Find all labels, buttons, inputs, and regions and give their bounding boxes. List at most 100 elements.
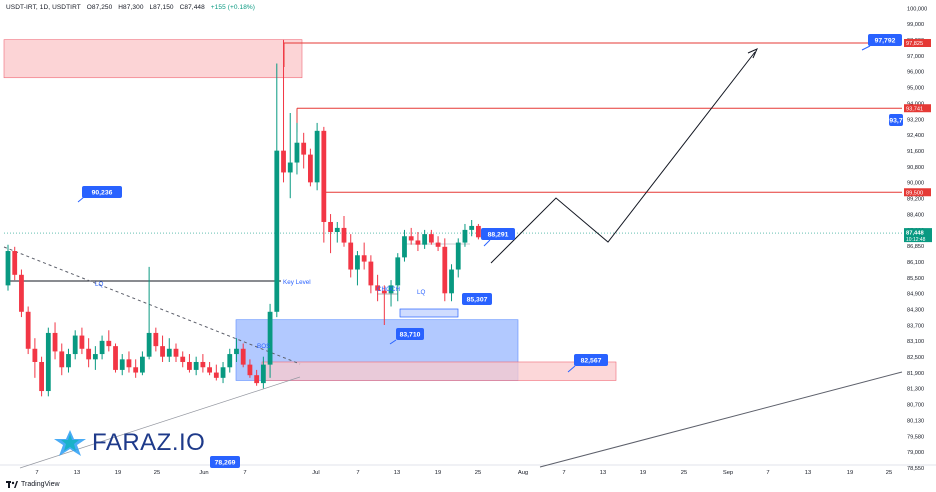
- candle-body-47: [321, 130, 327, 222]
- candle-body-26: [180, 356, 186, 362]
- candle-body-1: [12, 251, 18, 275]
- candle-body-18: [126, 359, 132, 368]
- countdown-label: 10:12:48: [906, 237, 926, 243]
- price-tick-81,900: 81,900: [907, 371, 924, 377]
- time-tick-7: 7: [356, 470, 359, 476]
- ascending-trendline-left: [19, 376, 301, 469]
- candle-body-67: [455, 242, 461, 270]
- price-tick-84,900: 84,900: [907, 292, 924, 298]
- price-tick-88,400: 88,400: [907, 212, 924, 218]
- label-85,307: 85,307: [467, 297, 488, 304]
- price-badge-97,792: 97,825: [906, 41, 923, 47]
- label-82,567: 82,567: [581, 358, 602, 365]
- candle-body-21: [146, 332, 152, 357]
- pointer-82567: [567, 365, 576, 373]
- label-93,7: 93,7: [889, 118, 902, 125]
- label-box-78,269: [210, 456, 240, 468]
- candle-body-57: [388, 285, 394, 294]
- label-88,291: 88,291: [488, 232, 509, 239]
- candle-body-65: [442, 246, 448, 294]
- annotation-choch: CHOCH: [377, 286, 401, 293]
- supply-zone-0: [3, 39, 303, 79]
- price-tick-100,000: 100,000: [907, 6, 927, 12]
- candle-body-42: [287, 162, 293, 173]
- candle-body-13: [92, 354, 98, 360]
- candle-body-34: [234, 348, 239, 355]
- projection-arrowhead: [747, 48, 758, 59]
- projection-path: [490, 51, 756, 264]
- ohlc-low: L87,150: [149, 4, 174, 11]
- candle-body-46: [314, 130, 320, 183]
- price-tick-86,100: 86,100: [907, 260, 924, 266]
- faraz-logo: FARAZ.IO: [52, 428, 205, 458]
- candle-body-23: [160, 346, 165, 357]
- pointer-88291: [483, 239, 491, 247]
- candle-body-5: [39, 361, 44, 392]
- candle-body-48: [328, 221, 333, 233]
- time-tick-5: 7: [243, 470, 246, 476]
- tradingview-icon: [6, 481, 18, 488]
- candle-body-8: [59, 351, 65, 368]
- tradingview-credit[interactable]: TradingView: [6, 481, 60, 488]
- price-badge-93,741: 93,741: [906, 106, 923, 112]
- candle-body-50: [341, 227, 347, 243]
- price-tick-89,200: 89,200: [907, 197, 924, 203]
- candle-body-43: [294, 142, 300, 163]
- pointer-90236: [77, 196, 85, 203]
- candle-body-41: [281, 150, 286, 173]
- candle-body-29: [200, 361, 206, 368]
- time-tick-12: 7: [562, 470, 565, 476]
- ohlc-open: O87,250: [86, 4, 113, 11]
- label-box-85,307: [462, 293, 492, 305]
- price-tick-81,300: 81,300: [907, 387, 924, 393]
- candle-body-56: [381, 290, 387, 294]
- candle-body-33: [227, 354, 233, 368]
- price-tick-96,000: 96,000: [907, 70, 924, 76]
- candle-body-22: [153, 332, 159, 347]
- time-tick-11: Aug: [518, 470, 528, 476]
- annotation-key-level: Key Level: [283, 279, 311, 286]
- candle-body-51: [348, 242, 354, 270]
- time-tick-9: 19: [435, 470, 441, 476]
- label-78,269: 78,269: [215, 460, 236, 467]
- candle-body-11: [79, 335, 85, 349]
- candle-body-9: [66, 354, 71, 368]
- price-badge-89,500: 89,500: [906, 190, 923, 196]
- annotation-lq: LQ: [95, 281, 104, 288]
- price-badge-box-93,741: [904, 104, 931, 113]
- candle-body-44: [301, 142, 307, 155]
- candle-body-32: [220, 367, 226, 378]
- time-tick-17: 7: [766, 470, 769, 476]
- label-box-82,567: [574, 354, 608, 366]
- candle-body-63: [428, 234, 434, 243]
- candle-body-10: [72, 335, 78, 355]
- pointer-97792: [861, 45, 871, 51]
- time-tick-19: 19: [847, 470, 853, 476]
- current-price-label: 87,448: [906, 231, 925, 237]
- candle-body-17: [119, 359, 125, 370]
- price-tick-85,500: 85,500: [907, 276, 924, 282]
- price-badge-box-97,792: [904, 38, 931, 47]
- candle-body-3: [25, 311, 31, 349]
- candle-body-52: [355, 255, 360, 270]
- candle-body-27: [187, 361, 192, 370]
- candle-body-68: [462, 229, 468, 243]
- tradingview-label: TradingView: [21, 481, 60, 488]
- pointer-83710: [389, 339, 397, 345]
- time-tick-14: 19: [640, 470, 646, 476]
- candle-body-59: [402, 236, 407, 258]
- ohlc-close: C87,448: [179, 4, 205, 11]
- price-tick-90,000: 90,000: [907, 181, 924, 187]
- symbol-info: USDT-IRT, 1D, USDTIRT O87,250 H87,300 L8…: [6, 4, 259, 11]
- candle-body-2: [19, 274, 24, 312]
- time-tick-1: 13: [74, 470, 80, 476]
- label-box-90,236: [82, 186, 122, 198]
- candle-body-49: [334, 227, 340, 233]
- candle-body-54: [368, 261, 374, 286]
- time-tick-16: Sep: [723, 470, 733, 476]
- price-tick-83,700: 83,700: [907, 323, 924, 329]
- price-tick-95,000: 95,000: [907, 86, 924, 92]
